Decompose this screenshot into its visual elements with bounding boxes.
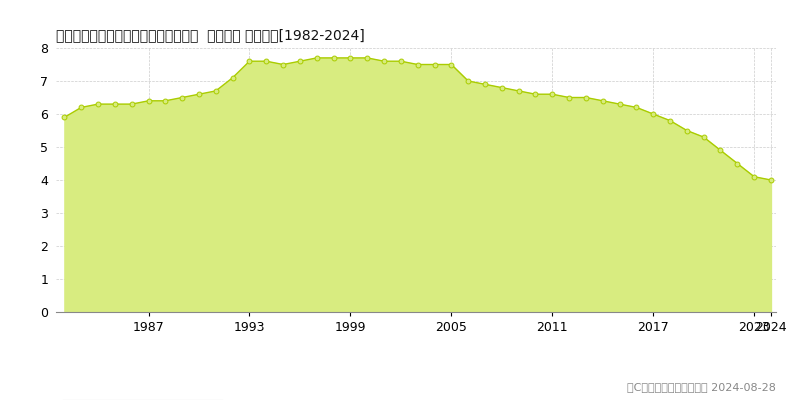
Text: 兵庫県相生市野瀬字家尻１３８番１外  地価公示 地価推移[1982-2024]: 兵庫県相生市野瀬字家尻１３８番１外 地価公示 地価推移[1982-2024] — [56, 29, 365, 43]
Text: （C）土地価格ドットコム 2024-08-28: （C）土地価格ドットコム 2024-08-28 — [627, 382, 776, 392]
